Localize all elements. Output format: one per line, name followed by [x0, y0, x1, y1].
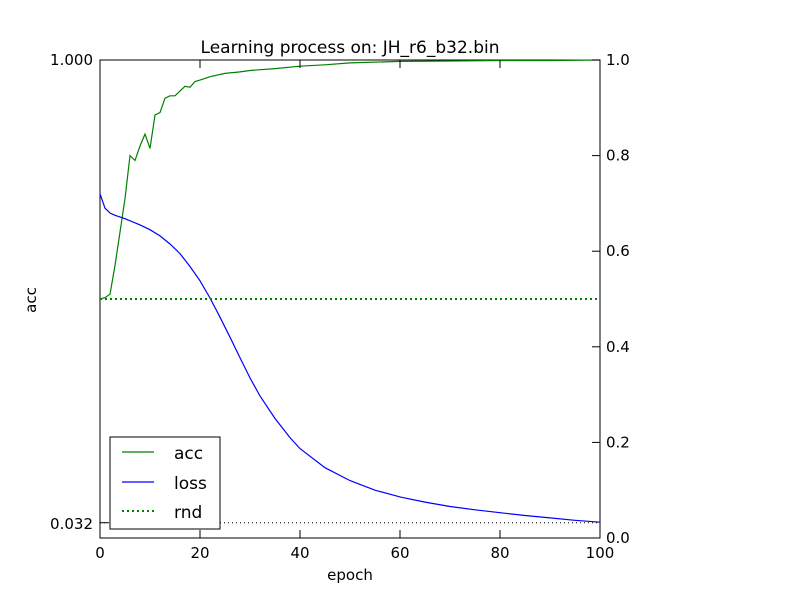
y-left-tick-label-top: 1.000	[50, 51, 93, 69]
x-axis-label: epoch	[327, 566, 373, 584]
x-tick-label: 80	[490, 544, 509, 562]
chart-title: Learning process on: JH_r6_b32.bin	[201, 38, 500, 58]
y-right-tick-label: 0.4	[606, 338, 630, 356]
x-tick-label: 100	[586, 544, 615, 562]
y-right-tick-label: 0.8	[606, 147, 630, 165]
legend: acc loss rnd	[109, 436, 221, 530]
series-layer	[99, 59, 601, 524]
y-axis-label: acc	[22, 287, 40, 313]
legend-loss-label: loss	[174, 474, 207, 494]
y-right-tick-label: 0.2	[606, 433, 630, 451]
x-tick-label: 20	[190, 544, 209, 562]
y-right-tick-label: 1.0	[606, 51, 630, 69]
loss-line	[99, 193, 601, 523]
acc-line	[99, 59, 601, 300]
legend-rnd-label: rnd	[174, 503, 202, 523]
legend-acc-label: acc	[174, 444, 203, 464]
y-right-tick-label: 0.0	[606, 529, 630, 547]
y-left-tick-label-bottom: 0.032	[50, 515, 93, 533]
x-tick-label: 40	[290, 544, 309, 562]
x-tick-label: 60	[390, 544, 409, 562]
y-right-tick-label: 0.6	[606, 242, 630, 260]
x-tick-label: 0	[95, 544, 105, 562]
